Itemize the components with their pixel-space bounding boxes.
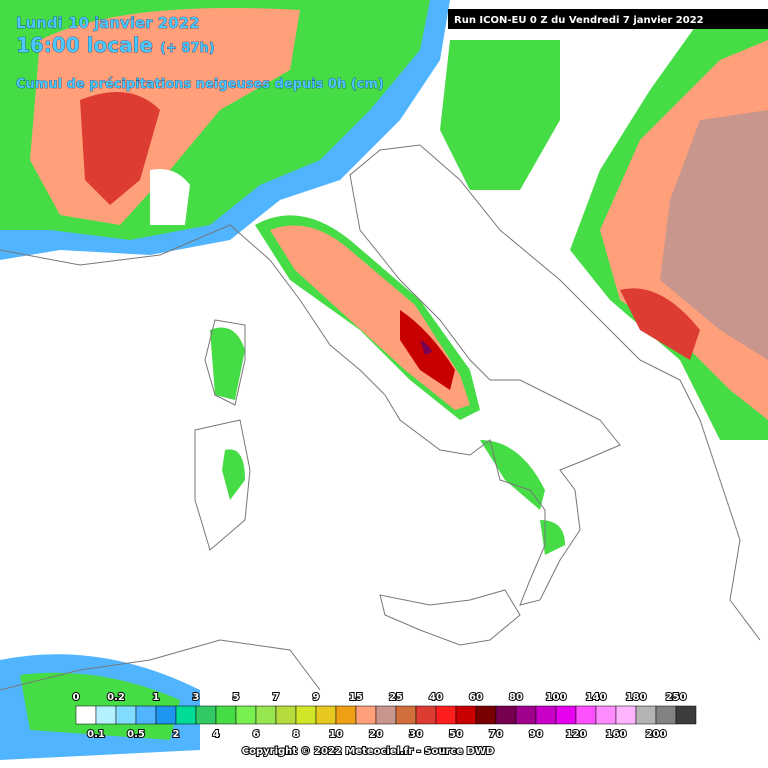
- legend-swatch: [255, 705, 277, 725]
- legend-label: 0.1: [87, 729, 105, 740]
- legend-label: 25: [389, 692, 403, 703]
- legend-label: 20: [369, 729, 383, 740]
- legend-swatch: [95, 705, 117, 725]
- legend-label: 180: [626, 692, 647, 703]
- copyright: Copyright © 2022 Meteociel.fr - Source D…: [242, 746, 494, 757]
- legend-swatch: [475, 705, 497, 725]
- legend-label: 4: [213, 729, 220, 740]
- legend-label: 120: [566, 729, 587, 740]
- legend-label: 0.2: [107, 692, 125, 703]
- legend-swatch: [115, 705, 137, 725]
- legend-swatch: [395, 705, 417, 725]
- legend-label: 200: [646, 729, 667, 740]
- legend-swatch: [575, 705, 597, 725]
- legend-label: 100: [546, 692, 567, 703]
- lead-time: (+ 87h): [160, 41, 215, 56]
- legend-swatch: [515, 705, 537, 725]
- legend-label: 15: [349, 692, 363, 703]
- legend-label: 60: [469, 692, 483, 703]
- legend-label: 2: [173, 729, 180, 740]
- run-box: [448, 9, 768, 29]
- legend-label: 7: [273, 692, 280, 703]
- legend-swatch: [75, 705, 97, 725]
- legend-label: 80: [509, 692, 523, 703]
- legend-swatch: [315, 705, 337, 725]
- legend-label: 30: [409, 729, 423, 740]
- legend-swatch: [655, 705, 677, 725]
- legend-label: 90: [529, 729, 543, 740]
- legend-label: 50: [449, 729, 463, 740]
- legend-swatch: [375, 705, 397, 725]
- legend-swatch: [595, 705, 617, 725]
- legend-label: 40: [429, 692, 443, 703]
- run-label: Run ICON-EU 0 Z du Vendredi 7 janvier 20…: [454, 15, 704, 26]
- legend-label: 0: [73, 692, 80, 703]
- legend-label: 1: [153, 692, 160, 703]
- legend-swatch: [295, 705, 317, 725]
- legend-label: 8: [293, 729, 300, 740]
- legend-swatch: [195, 705, 217, 725]
- legend-swatch: [615, 705, 637, 725]
- legend-label: 0.5: [127, 729, 145, 740]
- legend-swatch: [455, 705, 477, 725]
- legend-swatch: [675, 705, 697, 725]
- legend-swatch: [635, 705, 657, 725]
- legend-swatch: [555, 705, 577, 725]
- legend-label: 140: [586, 692, 607, 703]
- legend-swatch: [415, 705, 437, 725]
- legend-swatch: [175, 705, 197, 725]
- legend-swatch: [155, 705, 177, 725]
- legend-label: 70: [489, 729, 503, 740]
- legend-swatch: [495, 705, 517, 725]
- subtitle: Cumul de précipitations neigeuses depuis…: [16, 77, 384, 92]
- legend-label: 9: [313, 692, 320, 703]
- legend-swatch: [535, 705, 557, 725]
- legend-label: 10: [329, 729, 343, 740]
- legend-swatch: [275, 705, 297, 725]
- coastlines: [0, 144, 761, 691]
- legend-swatch: [215, 705, 237, 725]
- legend-swatch: [235, 705, 257, 725]
- legend-swatch: [435, 705, 457, 725]
- legend-label: 160: [606, 729, 627, 740]
- legend: 0 0.1 0.2 0.5 1 2 3 4 5 6 7 8 9 10 15 20 25 30 40 50 60 70 80 9…: [72, 691, 697, 741]
- legend-swatch: [355, 705, 377, 725]
- legend-label: 3: [193, 692, 200, 703]
- legend-swatch: [135, 705, 157, 725]
- legend-label: 6: [253, 729, 260, 740]
- legend-label: 250: [666, 692, 687, 703]
- date: Lundi 10 janvier 2022: [16, 14, 200, 32]
- time: 16:00 locale: [16, 33, 153, 57]
- legend-label: 5: [233, 692, 240, 703]
- legend-swatch: [335, 705, 357, 725]
